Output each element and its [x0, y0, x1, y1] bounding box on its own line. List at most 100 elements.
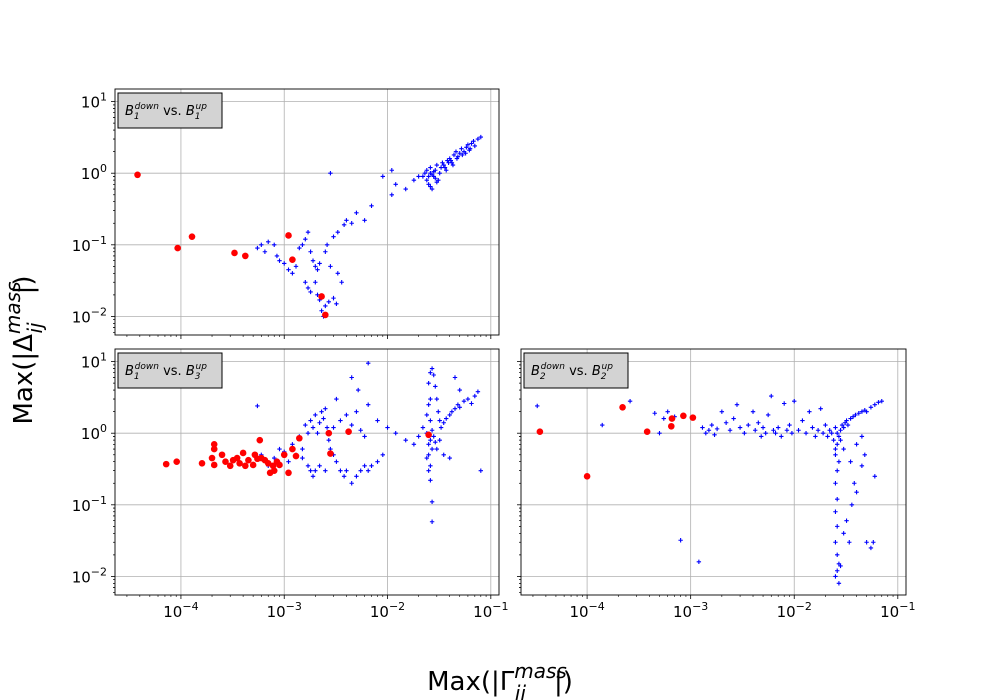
- b2down-vs-b2up-blue-cross-point: [779, 434, 784, 439]
- b1down-vs-b3up-blue-cross-point: [349, 422, 354, 428]
- b2down-vs-b2up-blue-cross-point: [727, 428, 733, 433]
- b1down-vs-b3up-blue-cross-point: [461, 398, 467, 404]
- b2down-vs-b2up-frame: [520, 348, 907, 596]
- b2down-vs-b2up-blue-cross-point: [773, 431, 778, 436]
- b2down-vs-b2up-blue-cross-point: [841, 531, 846, 536]
- b1down-vs-b3up-blue-cross-point: [334, 396, 339, 402]
- b1down-vs-b3up-red-dot-point: [289, 445, 296, 453]
- b1down-vs-b3up-blue-cross-point: [431, 434, 436, 439]
- b1down-vs-b3up-blue-cross-point: [441, 420, 446, 425]
- b1down-vs-b3up-red-dot-point: [173, 458, 181, 466]
- b1down-vs-b1up-blue-cross-point: [444, 168, 449, 173]
- b1down-vs-b3up-blue-cross-point: [308, 418, 313, 423]
- b1down-vs-b3up-ytick-label-exponent: 0: [100, 422, 107, 435]
- b2down-vs-b2up-red-dot-point: [680, 412, 687, 420]
- b1down-vs-b3up-blue-cross-point: [341, 474, 347, 479]
- b1down-vs-b3up-blue-cross-point: [429, 446, 435, 452]
- b2down-vs-b2up-blue-cross-point: [775, 425, 781, 430]
- b1down-vs-b1up-ytick-label-mantissa: 10: [81, 94, 100, 112]
- b1down-vs-b3up-ytick-label-exponent: 1: [100, 351, 107, 364]
- b1down-vs-b3up-blue-cross-point: [344, 468, 349, 473]
- b2down-vs-b2up-red-dot-point: [668, 415, 676, 422]
- y-axis-title-tail: |): [9, 275, 39, 294]
- b2down-vs-b2up-blue-cross-point: [833, 509, 838, 514]
- b1down-vs-b3up-blue-cross-point: [308, 468, 313, 473]
- b1down-vs-b1up-blue-cross-point: [344, 218, 349, 223]
- b1down-vs-b1up-blue-cross-point: [478, 134, 484, 140]
- b1down-vs-b1up-blue-cross-point: [393, 182, 398, 187]
- b1down-vs-b3up-blue-cross-point: [434, 396, 440, 402]
- b1down-vs-b3up-blue-cross-point: [313, 468, 318, 473]
- b1down-vs-b1up-blue-cross-point: [472, 143, 478, 149]
- legend-b2-sub: 3: [195, 372, 201, 382]
- b1down-vs-b3up-blue-cross-point: [424, 412, 429, 418]
- b1down-vs-b3up-ytick-label-2: 100: [81, 422, 107, 443]
- b1down-vs-b3up-blue-cross-point: [428, 478, 433, 483]
- y-axis-title-sup: mass: [1, 282, 25, 335]
- b1down-vs-b1up-blue-cross-point: [323, 303, 328, 309]
- b1down-vs-b1up-blue-cross-point: [431, 169, 436, 174]
- b2down-vs-b2up-blue-cross-point: [781, 401, 787, 406]
- b1down-vs-b3up-ytick-label-exponent: −2: [91, 565, 107, 578]
- b1down-vs-b3up-blue-cross-point: [354, 474, 359, 479]
- b1down-vs-b3up-blue-cross-point: [313, 412, 318, 418]
- b1down-vs-b1up-blue-cross-point: [305, 285, 311, 291]
- b1down-vs-b3up-blue-cross-point: [433, 439, 438, 445]
- b2down-vs-b2up-blue-cross-point: [706, 428, 712, 433]
- b1down-vs-b1up-blue-cross-point: [471, 138, 476, 144]
- b1down-vs-b1up-blue-cross-point: [308, 289, 313, 295]
- y-axis-title-main: Max(|Δ: [9, 334, 39, 425]
- b1down-vs-b3up-blue-cross-point: [465, 396, 471, 402]
- b2down-vs-b2up-blue-cross-point: [742, 431, 747, 436]
- b2down-vs-b2up-blue-cross-point: [712, 432, 717, 438]
- b1down-vs-b3up-blue-cross-point: [403, 437, 408, 443]
- b1down-vs-b3up-blue-cross-point: [277, 446, 282, 452]
- b1down-vs-b3up-blue-cross-point: [315, 431, 320, 436]
- b2down-vs-b2up-blue-cross-point: [848, 459, 853, 464]
- b1down-vs-b3up-legend-box: [117, 352, 223, 389]
- legend-b1-sub: 2: [540, 372, 546, 382]
- legend-vs: vs.: [565, 364, 592, 379]
- b1down-vs-b1up-red-dot-point: [322, 311, 329, 319]
- b1down-vs-b3up-xtick-label-1: 10−3: [267, 600, 302, 621]
- b1down-vs-b1up-red-dot-point: [289, 256, 296, 263]
- b1down-vs-b3up-blue-cross-point: [434, 446, 440, 452]
- b2down-vs-b2up-blue-cross-point: [838, 428, 843, 433]
- b1down-vs-b3up-blue-cross-point: [431, 372, 436, 378]
- b1down-vs-b1up-legend-text: B1down vs. B1up: [125, 102, 207, 122]
- b1down-vs-b3up-red-dot-point: [292, 452, 300, 460]
- legend-b2: B: [592, 364, 601, 379]
- b1down-vs-b1up-blue-cross-point: [451, 152, 457, 158]
- b1down-vs-b1up-blue-cross-point: [457, 151, 462, 156]
- b1down-vs-b3up-blue-cross-point: [255, 403, 260, 409]
- b2down-vs-b2up-blue-cross-point: [833, 574, 838, 579]
- b1down-vs-b1up-ytick-label-2: 100: [81, 162, 107, 183]
- b1down-vs-b1up-blue-cross-point: [441, 162, 446, 168]
- b1down-vs-b1up-blue-cross-point: [308, 249, 313, 254]
- b2down-vs-b2up-blue-cross-point: [700, 425, 705, 430]
- b1down-vs-b1up-red-dot-point: [174, 244, 181, 252]
- b1down-vs-b3up-red-dot-point: [285, 469, 292, 477]
- b1down-vs-b1up-blue-cross-point: [282, 261, 287, 266]
- b2down-vs-b2up-blue-cross-point: [753, 428, 758, 433]
- b2down-vs-b2up-blue-cross-point: [836, 459, 842, 464]
- b2down-vs-b2up-blue-cross-point: [872, 402, 878, 407]
- y-axis-title-sub: ij: [23, 322, 47, 334]
- b1down-vs-b1up-blue-cross-point: [429, 172, 435, 178]
- b1down-vs-b1up-frame: [114, 88, 500, 336]
- b2down-vs-b2up-blue-cross-point: [831, 437, 836, 443]
- b1down-vs-b1up-blue-cross-point: [453, 149, 459, 154]
- legend-b2-sub: 2: [601, 372, 607, 382]
- b1down-vs-b1up-blue-cross-point: [328, 171, 333, 176]
- b1down-vs-b3up-blue-cross-point: [349, 375, 354, 380]
- b1down-vs-b3up-blue-cross-point: [369, 463, 374, 469]
- b1down-vs-b3up-red-dot-point: [276, 461, 283, 469]
- b1down-vs-b3up-blue-cross-point: [300, 455, 305, 461]
- b1down-vs-b1up-blue-cross-point: [277, 258, 282, 263]
- b2down-vs-b2up-blue-cross-point: [839, 422, 845, 428]
- b1down-vs-b3up-blue-cross-point: [457, 405, 462, 410]
- b1down-vs-b1up-blue-cross-point: [389, 192, 394, 197]
- b2down-vs-b2up-blue-cross-point: [723, 420, 729, 425]
- b1down-vs-b1up-blue-cross-point: [446, 160, 451, 165]
